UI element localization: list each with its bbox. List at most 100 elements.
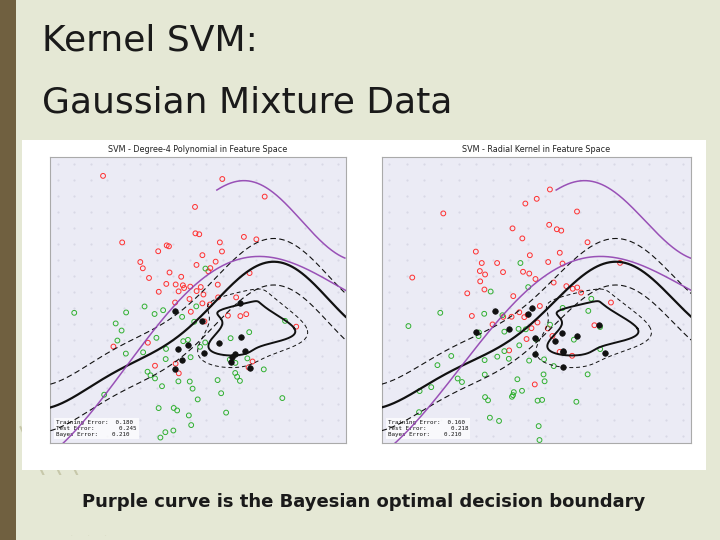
Point [513, 325, 524, 333]
Point [197, 251, 208, 260]
Point [507, 224, 518, 233]
Point [194, 342, 206, 351]
Point [497, 311, 508, 320]
Point [231, 373, 243, 381]
Point [182, 335, 194, 344]
Point [215, 389, 227, 397]
Point [518, 313, 530, 321]
Point [533, 442, 544, 450]
Point [516, 234, 528, 242]
Point [549, 337, 561, 346]
Point [199, 317, 210, 326]
Point [169, 307, 181, 316]
Point [244, 363, 256, 372]
Point [170, 280, 181, 289]
Point [498, 347, 510, 355]
Point [473, 328, 485, 337]
Point [536, 396, 548, 404]
Point [176, 313, 188, 321]
Point [516, 387, 528, 395]
Point [508, 292, 519, 300]
Point [515, 259, 526, 267]
Point [177, 281, 189, 289]
Point [462, 289, 473, 298]
Point [485, 287, 496, 296]
Point [199, 338, 211, 347]
Point [149, 361, 161, 370]
Point [155, 433, 166, 442]
Point [171, 406, 183, 415]
Point [191, 261, 202, 269]
Point [198, 348, 210, 357]
Point [182, 341, 194, 349]
Point [572, 283, 583, 292]
Point [531, 194, 542, 203]
Point [589, 321, 600, 329]
Point [534, 436, 545, 444]
Point [538, 140, 549, 149]
Point [523, 356, 535, 365]
Point [487, 320, 498, 329]
Point [474, 277, 486, 286]
Point [544, 220, 555, 229]
Point [490, 307, 501, 315]
Point [198, 290, 210, 299]
Point [542, 324, 554, 333]
Point [247, 357, 258, 366]
Point [506, 313, 518, 321]
Point [202, 267, 214, 275]
Point [230, 293, 242, 302]
Point [112, 336, 123, 345]
Point [606, 298, 617, 307]
Point [170, 360, 181, 368]
Point [161, 280, 172, 288]
Point [614, 259, 626, 267]
Point [470, 247, 482, 256]
Point [276, 394, 288, 402]
Point [474, 267, 485, 275]
Point [582, 370, 593, 379]
Point [526, 303, 538, 312]
Point [529, 333, 541, 342]
Point [290, 322, 302, 331]
Point [227, 353, 238, 361]
Point [575, 288, 587, 297]
Point [513, 308, 525, 316]
Point [480, 393, 491, 401]
Point [554, 248, 565, 257]
Point [479, 370, 490, 379]
Point [438, 209, 449, 218]
Point [158, 306, 169, 314]
Point [426, 383, 437, 391]
Point [452, 374, 464, 383]
Point [185, 353, 197, 361]
Title: SVM - Degree-4 Polynomial in Feature Space: SVM - Degree-4 Polynomial in Feature Spa… [109, 145, 287, 154]
Point [503, 325, 515, 333]
Point [551, 225, 562, 234]
Text: Gaussian Mixture Data: Gaussian Mixture Data [42, 86, 452, 120]
Point [220, 408, 232, 417]
Title: SVM - Radial Kernel in Feature Space: SVM - Radial Kernel in Feature Space [462, 145, 611, 154]
Point [599, 349, 611, 357]
Point [279, 316, 291, 325]
Point [191, 302, 202, 310]
Point [186, 421, 197, 429]
Point [149, 309, 161, 318]
Point [520, 325, 531, 334]
Point [251, 235, 262, 244]
Point [235, 312, 246, 320]
Point [523, 269, 535, 278]
Point [414, 387, 426, 395]
Point [585, 294, 597, 303]
Point [557, 259, 568, 268]
Point [173, 377, 184, 386]
Point [479, 356, 490, 364]
Point [243, 328, 255, 336]
Point [145, 371, 156, 380]
Point [168, 426, 179, 435]
Point [480, 270, 491, 279]
Point [524, 251, 536, 260]
Point [567, 352, 578, 360]
Text: Purple curve is the Bayesian optimal decision boundary: Purple curve is the Bayesian optimal dec… [82, 493, 645, 511]
Point [210, 258, 222, 266]
